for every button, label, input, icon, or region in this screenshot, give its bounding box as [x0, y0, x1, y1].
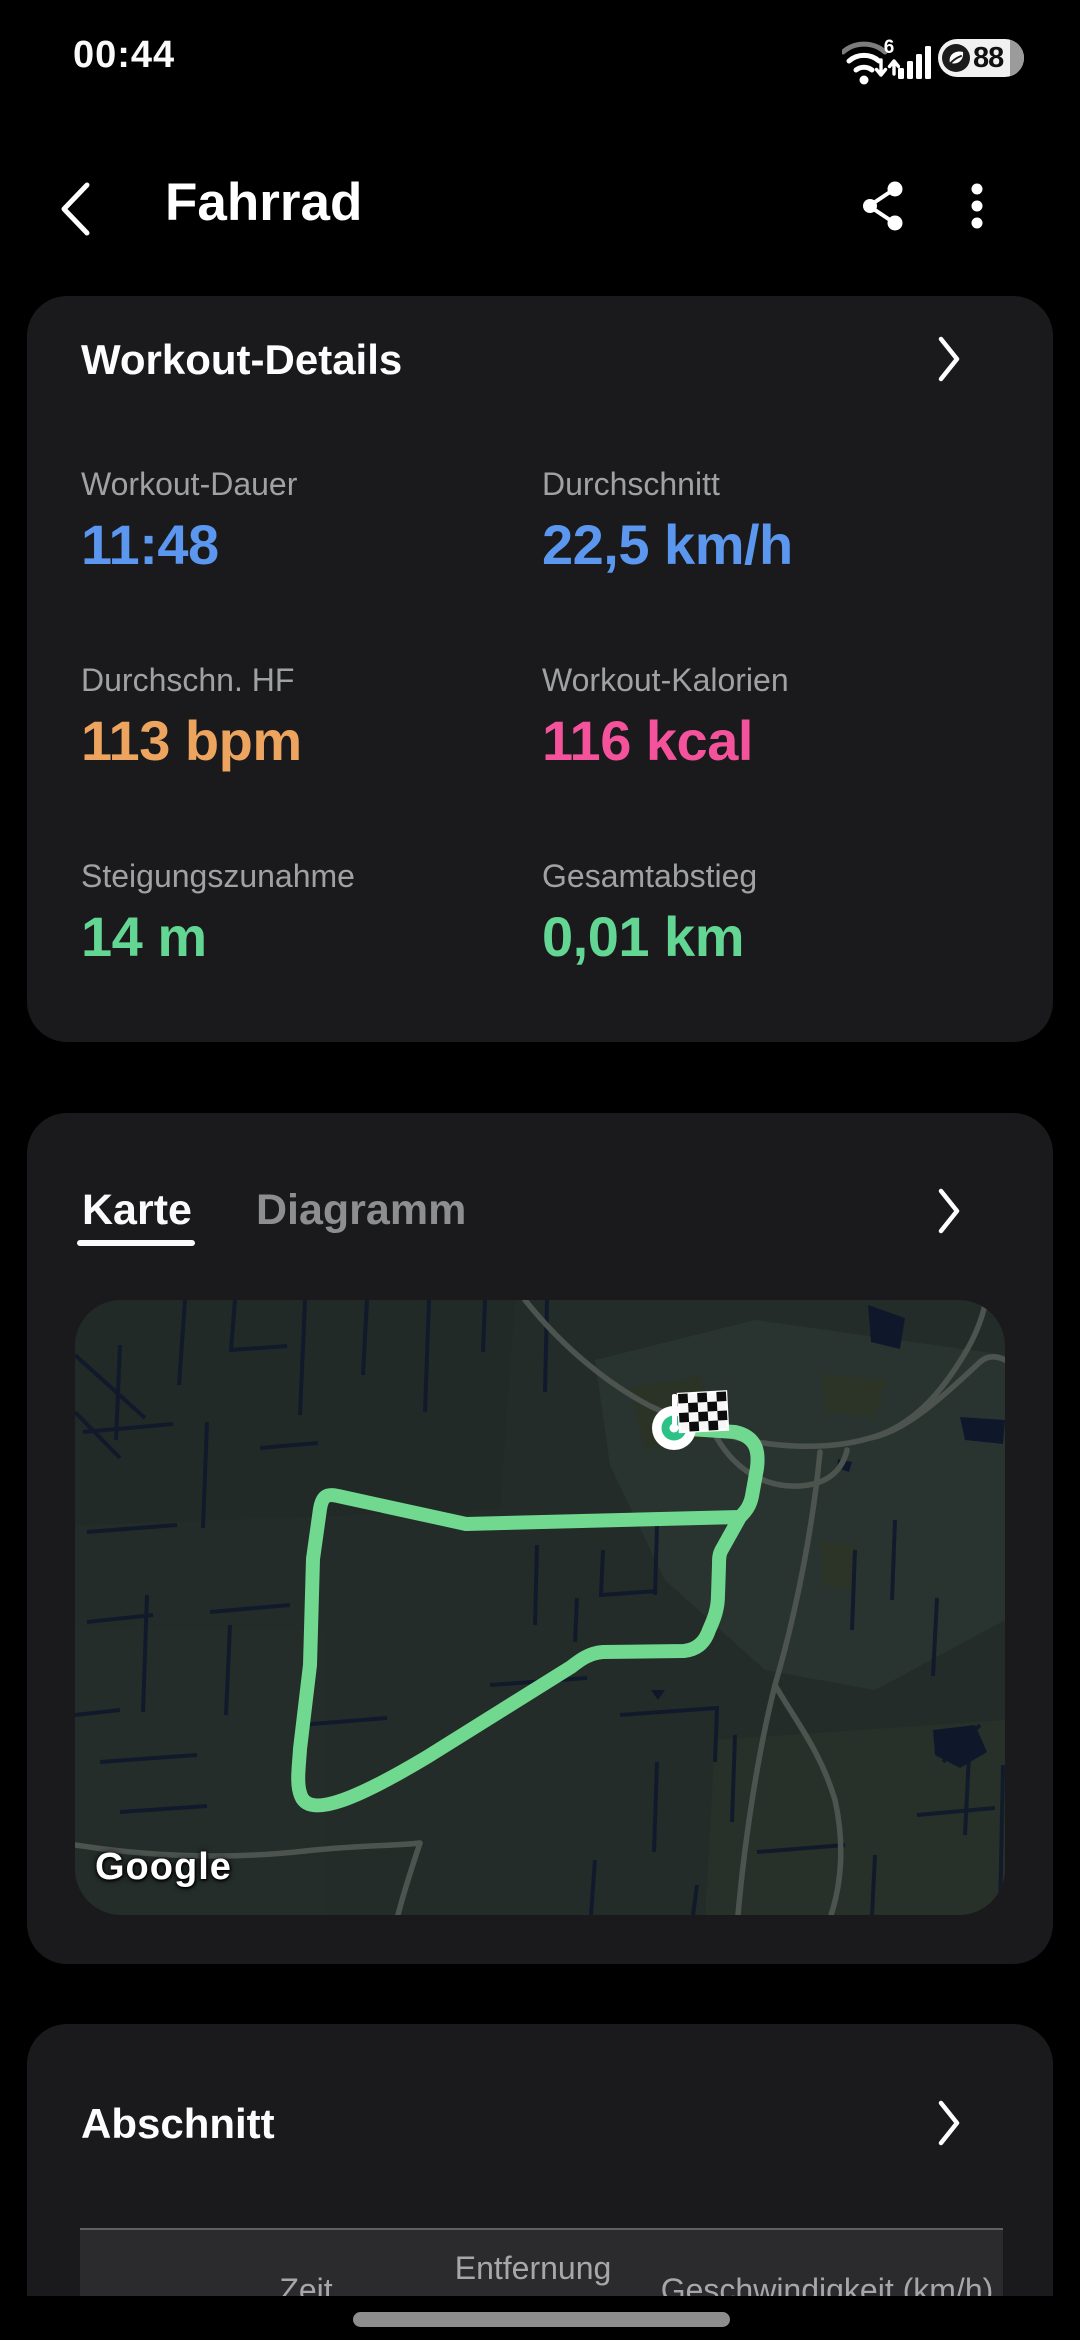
battery-power-saving-icon: 88: [938, 39, 1024, 77]
more-options-button[interactable]: [962, 183, 992, 231]
stat-value: 0,01 km: [542, 905, 745, 968]
stat-durchschn-hf: Durchschn. HF 113 bpm: [81, 660, 521, 774]
route-map[interactable]: [75, 1300, 1005, 1915]
stat-value: 11:48: [81, 513, 219, 576]
signal-strength-icon: [898, 46, 931, 79]
tab-diagramm[interactable]: Diagramm: [256, 1186, 467, 1234]
stat-workout-dauer: Workout-Dauer 11:48: [81, 464, 521, 578]
stat-label: Durchschn. HF: [81, 662, 295, 698]
share-button[interactable]: [860, 180, 910, 232]
finish-flag-marker: [652, 1390, 730, 1450]
map-water-shapes: [651, 1305, 1005, 1768]
stat-label: Workout-Kalorien: [542, 662, 789, 698]
workout-route: [291, 1421, 765, 1813]
gesture-nav-handle[interactable]: [353, 2312, 730, 2327]
power-saving-leaf-icon: [942, 44, 970, 72]
svg-text:6: 6: [884, 37, 895, 58]
stat-label: Durchschnitt: [542, 466, 720, 502]
stat-label: Steigungszunahme: [81, 858, 355, 894]
status-time: 00:44: [73, 34, 176, 76]
stat-workout-kalorien: Workout-Kalorien 116 kcal: [542, 660, 982, 774]
stat-gesamtabstieg: Gesamtabstieg 0,01 km: [542, 856, 982, 970]
workout-details-card: Workout-Details Workout-Dauer 11:48 Durc…: [27, 296, 1053, 1042]
battery-empty-segment: [1010, 39, 1024, 77]
stat-steigungszunahme: Steigungszunahme 14 m: [81, 856, 521, 970]
tab-karte-underline: [77, 1240, 195, 1246]
stat-value: 113 bpm: [81, 709, 302, 772]
map-card-chevron-icon[interactable]: [938, 1188, 962, 1234]
column-header-entfernung: Entfernung: [454, 2250, 612, 2286]
abschnitt-title: Abschnitt: [81, 2100, 275, 2147]
workout-details-title: Workout-Details: [81, 336, 403, 383]
stat-durchschnitt: Durchschnitt 22,5 km/h: [542, 464, 982, 578]
stat-value: 116 kcal: [542, 709, 753, 772]
stat-label: Workout-Dauer: [81, 466, 298, 502]
stat-label: Gesamtabstieg: [542, 858, 758, 894]
stat-value: 14 m: [81, 905, 207, 968]
gesture-nav-bar: [0, 2296, 1080, 2340]
google-maps-logo: Google: [95, 1846, 232, 1888]
stat-value: 22,5 km/h: [542, 513, 793, 576]
tab-karte[interactable]: Karte: [82, 1186, 192, 1234]
battery-percentage: 88: [973, 42, 1004, 74]
page-title: Fahrrad: [165, 173, 363, 232]
back-button[interactable]: [56, 180, 96, 238]
map-canvas: [75, 1300, 1005, 1915]
abschnitt-chevron-icon[interactable]: [938, 2100, 962, 2146]
wifi6-updown-icon: 6: [842, 37, 900, 85]
workout-details-chevron-icon[interactable]: [938, 336, 962, 382]
